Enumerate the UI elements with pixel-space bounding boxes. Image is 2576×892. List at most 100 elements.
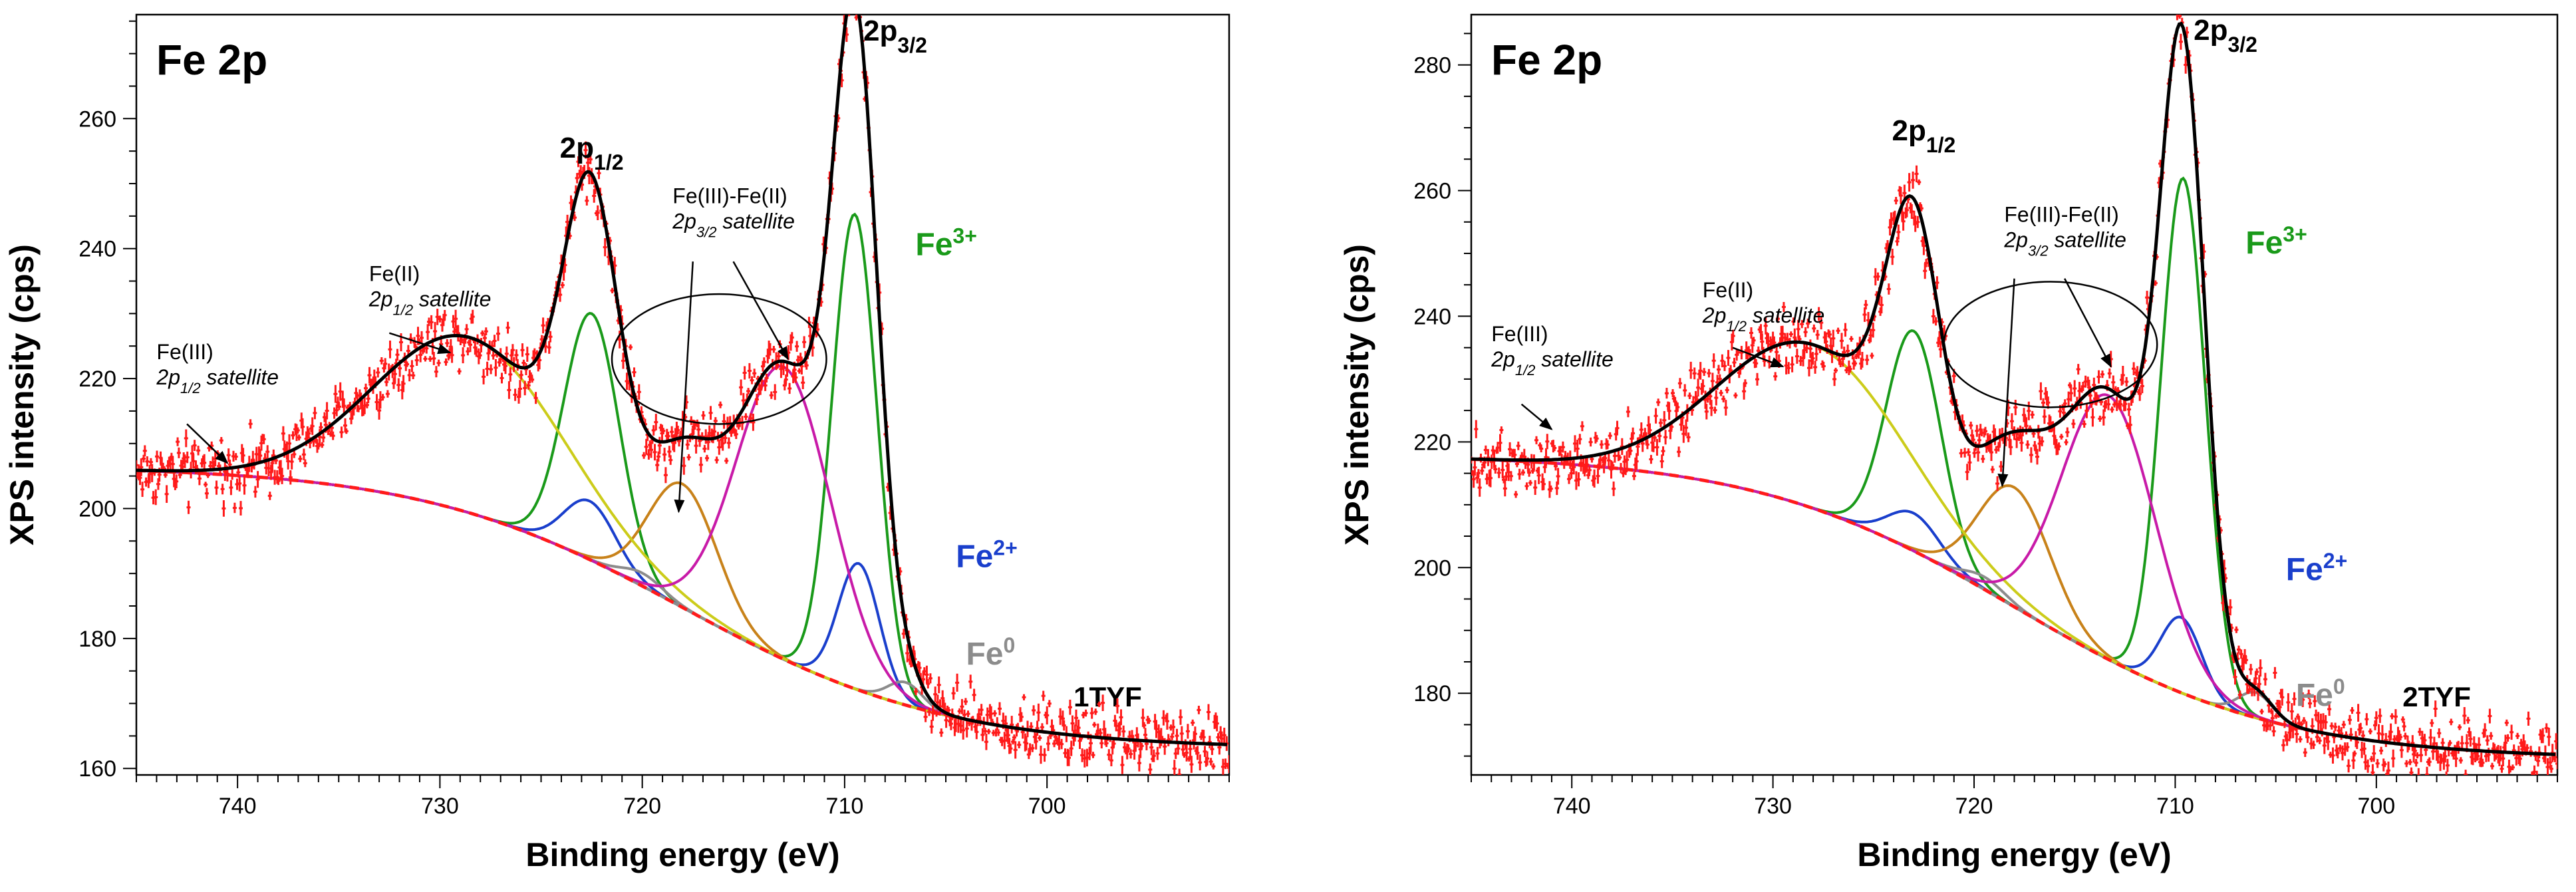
component-curve-fe3 [1471,176,2556,756]
peak-sub: 1/2 [594,150,623,174]
y-tick-label: 180 [78,627,116,652]
peak-label-p12: 2p1/2 [1892,114,1955,157]
envelope-curve [136,15,1228,746]
annotation-fe2sat-line2: 2p1/2 satellite [368,287,492,319]
y-axis-title: XPS intensity (cps) [3,244,41,545]
y-tick-label: 260 [1413,178,1451,204]
component-main: Fe [915,227,952,262]
x-tick-label: 720 [1955,794,1993,819]
annotation-main: 2p [368,287,393,311]
x-tick-label: 700 [1028,794,1066,819]
annotation-rest: satellite [201,365,279,389]
annotation-fe3fe2sat-line1: Fe(III)-Fe(II) [2004,203,2118,227]
component-main: Fe [2245,225,2283,261]
y-tick-label: 200 [1413,555,1451,581]
component-sup: 2+ [993,535,1017,559]
annotation-rest: satellite [2049,228,2126,252]
y-axis-title: XPS intensity (cps) [1338,244,1375,545]
component-main: Fe [966,637,1003,672]
annotation-fe3sat-line2: 2p1/2 satellite [1491,347,1614,378]
peak-main: 2p [2194,14,2227,47]
annotation-rest: satellite [1535,347,1613,371]
y-tick-label: 260 [78,106,116,132]
x-tick-label: 720 [623,794,661,819]
x-axis-title: Binding energy (eV) [1857,836,2171,873]
component-main: Fe [2286,552,2323,587]
panel-title: Fe 2p [156,36,267,84]
component-sup: 3+ [2283,222,2307,246]
x-tick-label: 710 [2156,794,2194,819]
component-sup: 2+ [2323,549,2347,573]
x-tick-label: 700 [2357,794,2395,819]
background-curve [1471,457,2556,756]
annotation-fe3fe2sat-line1: Fe(III)-Fe(II) [672,184,787,208]
peak-main: 2p [560,132,594,164]
peak-sub: 3/2 [897,33,927,57]
annotation-fe3sat-line2: 2p1/2 satellite [156,365,279,396]
annotation-main: 2p [672,209,696,233]
peak-label-p32: 2p3/2 [863,15,927,57]
annotation-fe3sat-line1: Fe(III) [1491,322,1548,346]
annotation-arrow-fe3fe2sat-arrow2 [2063,278,2112,368]
y-tick-label: 180 [1413,681,1451,706]
component-main: Fe [2296,678,2333,713]
annotation-fe2sat-line1: Fe(II) [1703,278,1753,302]
peak-main: 2p [1892,114,1926,147]
annotation-rest: satellite [716,209,794,233]
x-axis-title: Binding energy (eV) [525,836,839,873]
annotation-sub: 1/2 [1726,318,1747,335]
data-points [1471,15,2557,775]
annotation-arrow-fe3fe2sat [1997,278,2015,488]
component-curve-sat_fe2 [136,334,1228,746]
highlight-ellipse [1943,281,2158,408]
component-sup: 3+ [952,223,976,247]
annotation-arrow-fe3sat [1520,403,1553,430]
annotation-main: 2p [156,365,180,389]
x-tick-label: 740 [219,794,257,819]
annotation-sub: 1/2 [180,379,201,396]
y-tick-label: 240 [1413,304,1451,329]
annotation-sub: 1/2 [392,301,413,318]
x-tick-label: 710 [826,794,864,819]
annotation-main: 2p [1702,303,1727,327]
y-tick-label: 220 [78,367,116,392]
component-sup: 0 [2333,674,2345,698]
component-curve-fe3 [136,311,1228,746]
peak-sub: 1/2 [1926,133,1955,157]
peak-sub: 3/2 [2227,33,2257,57]
annotation-main: 2p [2003,228,2028,252]
plot-area [136,15,1229,775]
component-sup: 0 [1003,633,1015,657]
annotation-sub: 3/2 [696,223,717,240]
component-curve-fe3 [136,212,1228,746]
annotation-fe3fe2sat-line2: 2p3/2 satellite [2003,228,2126,259]
annotation-fe3fe2sat-line2: 2p3/2 satellite [672,209,795,240]
annotation-fe2sat-line1: Fe(II) [369,262,420,286]
x-tick-label: 730 [1754,794,1792,819]
peak-label-p12: 2p1/2 [560,132,624,174]
peak-label-p32: 2p3/2 [2194,14,2257,57]
plot-frame [1470,13,2559,776]
annotation-fe2sat-line2: 2p1/2 satellite [1702,303,1825,335]
envelope-curve [1471,21,2556,756]
annotation-arrow-fe3fe2sat [674,261,694,514]
plot-frame [135,13,1230,776]
background-curve [136,469,1228,746]
component-label-fe2: Fe2+ [956,535,1018,574]
panel-title: Fe 2p [1491,36,1602,84]
component-label-fe3: Fe3+ [2245,222,2307,261]
y-tick-label: 280 [1413,53,1451,78]
y-tick-label: 160 [78,756,116,782]
component-label-fe2: Fe2+ [2286,549,2348,587]
x-tick-label: 730 [421,794,459,819]
annotation-sub: 3/2 [2028,242,2049,259]
plot-area [1471,15,2557,775]
y-tick-label: 200 [78,496,116,521]
annotation-main: 2p [1491,347,1515,371]
annotation-arrow-fe2sat [388,332,452,355]
annotation-arrow-fe2sat [1732,347,1785,368]
component-label-fe3: Fe3+ [915,223,977,262]
annotation-rest: satellite [413,287,491,311]
component-curve-magenta [1471,393,2556,756]
